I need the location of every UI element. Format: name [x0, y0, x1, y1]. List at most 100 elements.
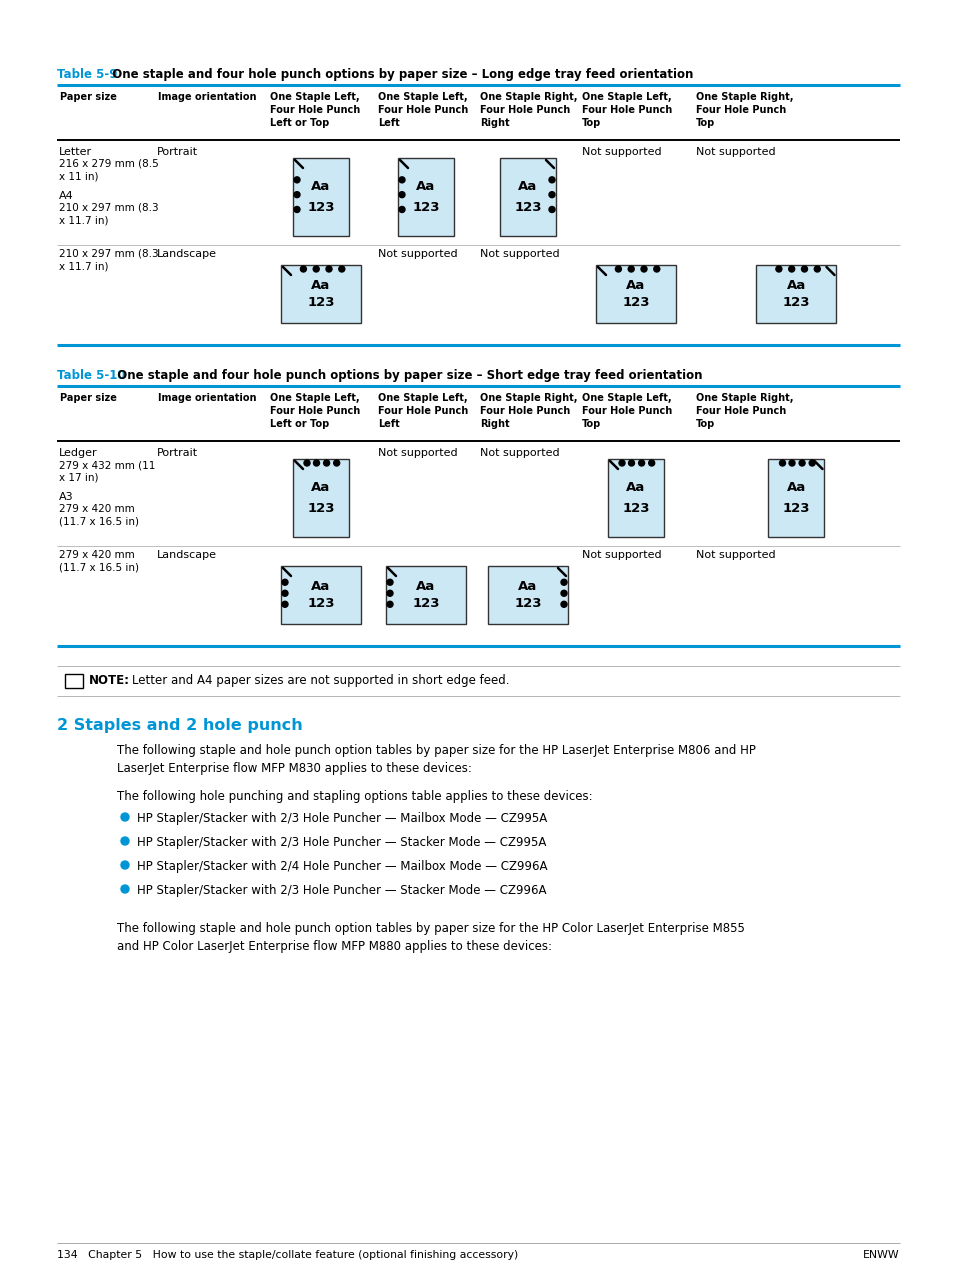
Bar	[281, 265, 360, 323]
Text: Not supported: Not supported	[377, 448, 457, 458]
Text: Aa: Aa	[416, 179, 436, 193]
Text: Aa: Aa	[626, 480, 645, 494]
Text: One Staple Left,
Four Hole Punch
Top: One Staple Left, Four Hole Punch Top	[581, 392, 672, 428]
Bar	[499, 157, 556, 236]
Circle shape	[788, 265, 794, 272]
Circle shape	[775, 265, 781, 272]
Circle shape	[121, 837, 129, 845]
Text: Paper size: Paper size	[60, 392, 117, 403]
Text: HP Stapler/Stacker with 2/4 Hole Puncher — Mailbox Mode — CZ996A: HP Stapler/Stacker with 2/4 Hole Puncher…	[137, 860, 547, 872]
Text: Not supported: Not supported	[696, 550, 775, 560]
Text: Landscape: Landscape	[157, 249, 216, 259]
Text: ENWW: ENWW	[862, 1250, 899, 1260]
Circle shape	[648, 460, 654, 466]
Circle shape	[548, 207, 555, 212]
Bar	[386, 566, 465, 624]
Circle shape	[814, 265, 820, 272]
Circle shape	[560, 591, 566, 596]
Text: Aa: Aa	[311, 279, 331, 292]
Text: 123: 123	[621, 503, 649, 516]
Text: Letter and A4 paper sizes are not supported in short edge feed.: Letter and A4 paper sizes are not suppor…	[132, 674, 509, 687]
Text: 123: 123	[514, 597, 541, 610]
Circle shape	[121, 861, 129, 869]
Bar	[397, 157, 454, 236]
Text: Landscape: Landscape	[157, 550, 216, 560]
Circle shape	[121, 813, 129, 820]
Circle shape	[294, 207, 299, 212]
Circle shape	[282, 591, 288, 596]
Circle shape	[560, 579, 566, 585]
Circle shape	[294, 192, 299, 198]
Circle shape	[560, 601, 566, 607]
Circle shape	[323, 460, 329, 466]
Circle shape	[638, 460, 644, 466]
Text: Table 5-10: Table 5-10	[57, 370, 126, 382]
Text: Not supported: Not supported	[696, 147, 775, 157]
Circle shape	[387, 591, 393, 596]
Circle shape	[387, 579, 393, 585]
Circle shape	[338, 265, 344, 272]
Circle shape	[398, 192, 405, 198]
Bar	[607, 458, 663, 537]
Circle shape	[121, 885, 129, 893]
Text: HP Stapler/Stacker with 2/3 Hole Puncher — Stacker Mode — CZ996A: HP Stapler/Stacker with 2/3 Hole Puncher…	[137, 884, 546, 897]
Circle shape	[788, 460, 794, 466]
Text: The following hole punching and stapling options table applies to these devices:: The following hole punching and stapling…	[117, 790, 592, 803]
Text: Table 5-9: Table 5-9	[57, 69, 117, 81]
Circle shape	[548, 192, 555, 198]
Bar	[293, 458, 349, 537]
Text: Not supported: Not supported	[377, 249, 457, 259]
Text: 123: 123	[412, 202, 439, 215]
Circle shape	[618, 460, 624, 466]
Text: 123: 123	[307, 296, 335, 309]
Text: Not supported: Not supported	[479, 448, 559, 458]
Circle shape	[282, 601, 288, 607]
Text: 123: 123	[412, 597, 439, 610]
Text: 123: 123	[514, 202, 541, 215]
Text: 279 x 420 mm
(11.7 x 16.5 in): 279 x 420 mm (11.7 x 16.5 in)	[59, 504, 139, 526]
Text: Portrait: Portrait	[157, 448, 198, 458]
Text: One staple and four hole punch options by paper size – Long edge tray feed orien: One staple and four hole punch options b…	[104, 69, 693, 81]
Text: The following staple and hole punch option tables by paper size for the HP Laser: The following staple and hole punch opti…	[117, 744, 755, 775]
Text: One Staple Right,
Four Hole Punch
Top: One Staple Right, Four Hole Punch Top	[696, 91, 793, 127]
Circle shape	[294, 177, 299, 183]
Circle shape	[300, 265, 306, 272]
Text: Aa: Aa	[626, 279, 645, 292]
Text: One staple and four hole punch options by paper size – Short edge tray feed orie: One staple and four hole punch options b…	[109, 370, 701, 382]
Circle shape	[808, 460, 814, 466]
Circle shape	[326, 265, 332, 272]
Text: Not supported: Not supported	[581, 550, 661, 560]
Text: Paper size: Paper size	[60, 91, 117, 102]
Bar	[768, 458, 823, 537]
Circle shape	[627, 265, 634, 272]
Text: 123: 123	[781, 296, 809, 309]
Text: Aa: Aa	[517, 580, 537, 593]
Text: Aa: Aa	[311, 580, 331, 593]
Text: NOTE:: NOTE:	[89, 674, 130, 687]
Text: One Staple Right,
Four Hole Punch
Right: One Staple Right, Four Hole Punch Right	[479, 91, 577, 127]
Text: 123: 123	[307, 597, 335, 610]
Text: 134   Chapter 5   How to use the staple/collate feature (optional finishing acce: 134 Chapter 5 How to use the staple/coll…	[57, 1250, 517, 1260]
Circle shape	[334, 460, 339, 466]
Text: Aa: Aa	[517, 179, 537, 193]
Text: Ledger: Ledger	[59, 448, 97, 458]
Text: 123: 123	[781, 503, 809, 516]
Text: 123: 123	[307, 503, 335, 516]
Text: Aa: Aa	[786, 480, 805, 494]
Bar	[756, 265, 836, 323]
Circle shape	[304, 460, 310, 466]
Circle shape	[640, 265, 646, 272]
Circle shape	[615, 265, 620, 272]
Text: Image orientation: Image orientation	[158, 392, 256, 403]
Text: Portrait: Portrait	[157, 147, 198, 157]
Circle shape	[779, 460, 784, 466]
Text: Not supported: Not supported	[479, 249, 559, 259]
Circle shape	[398, 177, 405, 183]
Text: Image orientation: Image orientation	[158, 91, 256, 102]
Bar	[281, 566, 360, 624]
Text: One Staple Left,
Four Hole Punch
Left or Top: One Staple Left, Four Hole Punch Left or…	[270, 91, 360, 127]
Circle shape	[801, 265, 806, 272]
Text: One Staple Left,
Four Hole Punch
Left or Top: One Staple Left, Four Hole Punch Left or…	[270, 392, 360, 428]
Text: One Staple Left,
Four Hole Punch
Top: One Staple Left, Four Hole Punch Top	[581, 91, 672, 127]
Circle shape	[653, 265, 659, 272]
